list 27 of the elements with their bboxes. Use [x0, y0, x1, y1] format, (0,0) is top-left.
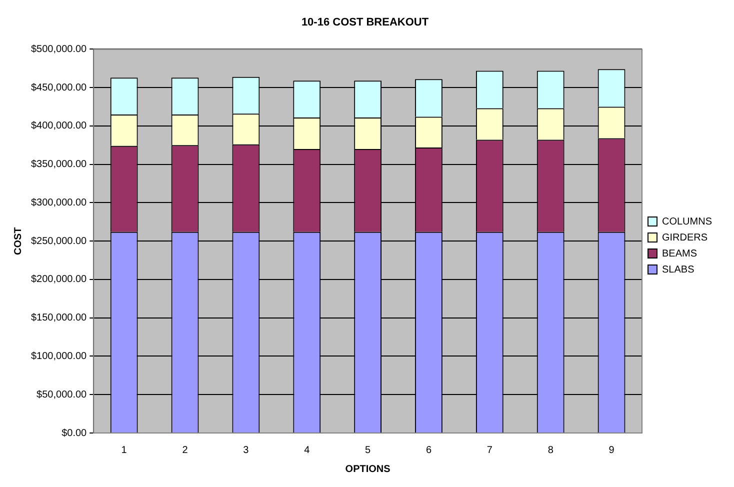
x-tick-label: 7 [486, 444, 493, 456]
legend-label: GIRDERS [662, 232, 708, 244]
y-axis-title: COST [12, 227, 24, 255]
y-tick-label: $450,000.00 [30, 82, 88, 94]
legend-label: BEAMS [662, 248, 698, 260]
chart-title: 10-16 COST BREAKOUT [301, 16, 429, 29]
legend-label: COLUMNS [662, 216, 712, 228]
y-tick-label: $150,000.00 [30, 312, 88, 324]
x-tick-label: 5 [365, 444, 372, 456]
x-tick-label: 8 [548, 444, 554, 456]
y-tick-label: $50,000.00 [36, 389, 88, 400]
y-tick-label: $100,000.00 [30, 350, 88, 362]
x-tick-label: 3 [243, 444, 250, 456]
x-tick-label: 1 [121, 444, 128, 456]
x-tick-label: 9 [608, 444, 615, 456]
x-tick-label: 2 [182, 444, 188, 456]
y-tick-label: $0.00 [62, 428, 88, 439]
x-tick-label: 4 [304, 444, 310, 456]
y-tick-label: $400,000.00 [30, 120, 88, 132]
x-axis-title: OPTIONS [345, 464, 391, 475]
y-tick-label: $300,000.00 [30, 197, 88, 208]
y-tick-label: $350,000.00 [30, 159, 88, 170]
y-tick-label: $200,000.00 [30, 274, 88, 286]
y-tick-label: $500,000.00 [30, 44, 88, 55]
legend-label: SLABS [662, 264, 695, 276]
y-tick-label: $250,000.00 [30, 236, 88, 247]
x-tick-label: 6 [426, 444, 432, 456]
